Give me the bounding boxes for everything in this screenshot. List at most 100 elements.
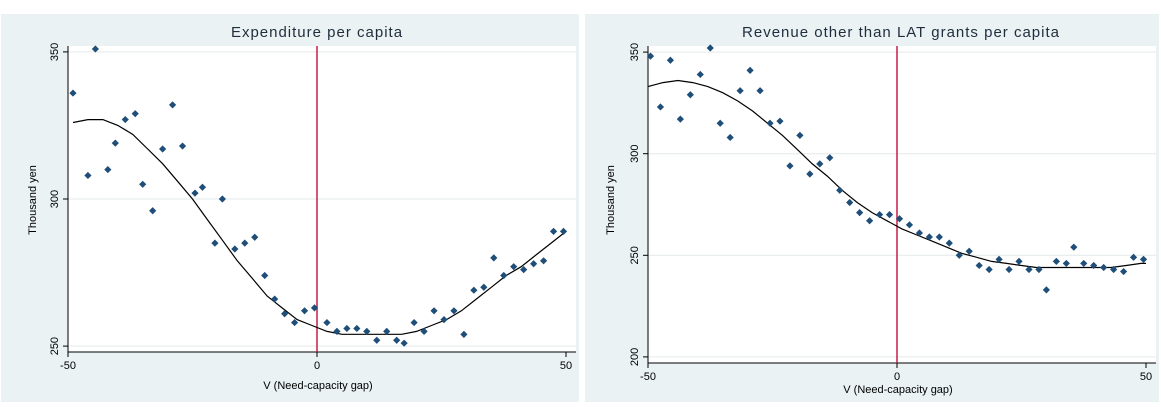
data-point (500, 271, 508, 280)
data-point (251, 233, 259, 241)
data-point (846, 198, 854, 207)
data-point (676, 115, 684, 123)
data-point (826, 154, 834, 162)
data-point (1025, 265, 1033, 274)
data-point (549, 227, 558, 235)
data-point (218, 195, 226, 203)
data-point (1042, 286, 1050, 294)
data-point (139, 180, 147, 188)
data-point (91, 45, 99, 53)
data-point (198, 183, 207, 191)
y-tick-label: 250 (629, 246, 641, 264)
data-point (905, 221, 914, 229)
data-point (1119, 267, 1128, 276)
x-tick-label: 50 (560, 360, 572, 372)
data-point (310, 304, 319, 312)
data-point (796, 131, 804, 140)
data-point (373, 336, 381, 344)
data-point (646, 52, 655, 60)
data-point (895, 215, 904, 223)
data-point (995, 255, 1003, 263)
data-point (530, 260, 538, 268)
revenue-chart-panel: Revenue other than LAT grants per capita… (585, 14, 1159, 402)
expenditure-chart-panel: Expenditure per capita V (Need-capacity … (1, 14, 579, 402)
data-point (159, 145, 167, 153)
y-tick-label: 250 (49, 337, 61, 355)
data-point (945, 239, 953, 247)
data-point (323, 318, 331, 327)
data-point (510, 263, 518, 271)
data-point (965, 247, 973, 255)
data-point (726, 133, 734, 142)
data-point (1005, 265, 1013, 274)
data-point (975, 261, 983, 270)
data-point (696, 70, 704, 79)
data-point (539, 257, 548, 265)
data-point (470, 286, 478, 294)
data-point (716, 119, 724, 127)
data-point (1052, 257, 1060, 265)
data-point (1035, 265, 1043, 274)
data-point (1090, 261, 1098, 270)
data-point (84, 171, 92, 180)
data-point (756, 87, 764, 95)
data-point (520, 266, 528, 274)
data-point (410, 318, 418, 327)
data-point (261, 271, 269, 280)
data-point (656, 103, 665, 111)
data-point (440, 316, 448, 324)
y-tick-label: 200 (629, 348, 641, 366)
x-tick-label: 0 (894, 371, 900, 383)
data-point (393, 336, 401, 344)
y-axis-title: Thousand yen (605, 165, 617, 235)
data-point (121, 115, 129, 124)
data-point (383, 327, 391, 336)
data-point (1129, 253, 1138, 261)
data-point (131, 110, 139, 118)
data-point (490, 254, 498, 262)
data-point (866, 217, 874, 225)
chart-title: Expenditure per capita (231, 24, 403, 41)
data-point (168, 101, 177, 109)
data-point (766, 119, 774, 127)
data-point (885, 211, 894, 219)
data-point (460, 330, 468, 338)
chart-title: Revenue other than LAT grants per capita (742, 24, 1060, 41)
data-point (111, 139, 119, 147)
y-axis-title: Thousand yen (27, 165, 39, 235)
data-point (400, 339, 408, 347)
data-point (706, 44, 714, 52)
data-point (343, 324, 351, 333)
data-point (300, 307, 309, 315)
data-point (1139, 255, 1148, 263)
data-point (69, 89, 77, 97)
data-point (686, 91, 694, 99)
data-point (104, 165, 112, 174)
y-tick-label: 350 (629, 43, 641, 61)
data-point (856, 209, 864, 217)
data-point (746, 66, 754, 74)
data-point (281, 310, 289, 318)
data-point (985, 265, 993, 274)
data-point (925, 233, 933, 241)
data-point (290, 318, 299, 327)
data-point (786, 162, 794, 170)
x-axis-title: V (Need-capacity gap) (263, 380, 372, 392)
data-point (271, 295, 279, 303)
x-axis-title: V (Need-capacity gap) (843, 384, 952, 396)
x-tick-label: -50 (60, 360, 76, 372)
data-point (776, 117, 784, 125)
y-tick-label: 300 (49, 190, 61, 208)
data-point (191, 189, 199, 197)
data-point (363, 327, 371, 336)
data-point (430, 307, 438, 315)
data-point (806, 170, 814, 178)
data-point (736, 87, 744, 95)
data-point (816, 160, 824, 168)
fitted-curve (647, 79, 1146, 269)
data-point (241, 239, 249, 247)
data-point (149, 207, 157, 215)
fitted-curve (72, 119, 567, 335)
data-point (1100, 263, 1108, 272)
